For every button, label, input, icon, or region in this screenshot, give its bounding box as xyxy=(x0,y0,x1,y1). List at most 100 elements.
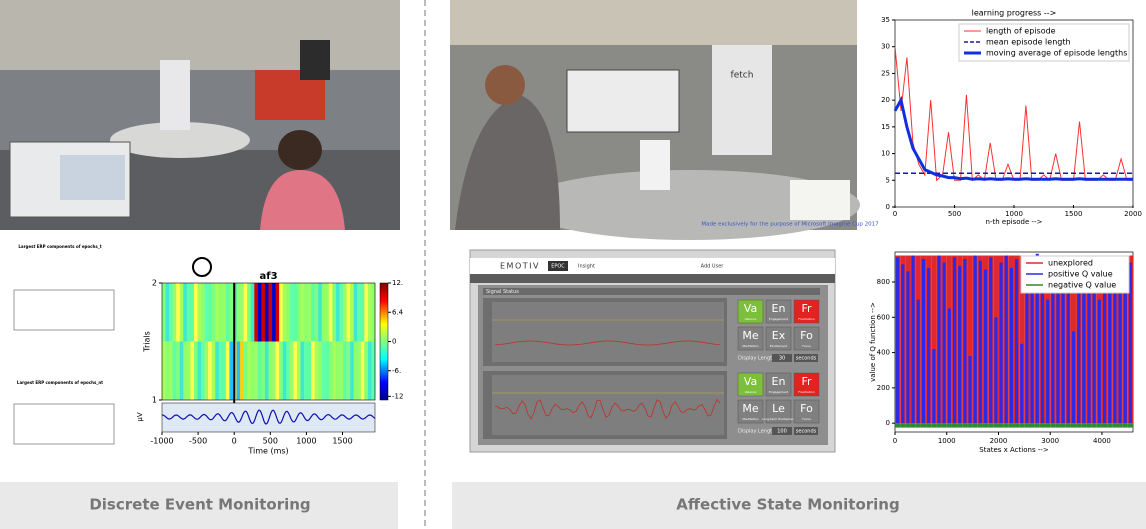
bar xyxy=(905,423,911,428)
x-tick-label: -500 xyxy=(189,437,207,446)
x-tick-label: 2000 xyxy=(990,437,1008,445)
bar xyxy=(1014,423,1020,428)
heatmap-cell xyxy=(350,341,354,400)
bar xyxy=(1086,423,1092,428)
metric-name: Focus xyxy=(802,344,811,348)
metric-tile xyxy=(793,326,820,351)
display-label: Display Length xyxy=(738,429,775,435)
heatmap-cell xyxy=(186,341,191,400)
heatmap-cell xyxy=(307,283,312,342)
bar xyxy=(978,260,982,424)
bar xyxy=(1008,423,1014,428)
x-tick-label: 3000 xyxy=(1041,437,1059,445)
heatmap-cell xyxy=(211,341,216,400)
bar xyxy=(977,423,983,428)
heatmap-cell xyxy=(339,283,344,342)
heatmap-cell xyxy=(193,283,198,342)
heatmap-cell xyxy=(197,283,202,342)
colorbar xyxy=(379,282,389,401)
heatmap-cell xyxy=(307,341,312,400)
bar xyxy=(1035,253,1039,424)
heatmap-cell xyxy=(176,283,181,342)
bar xyxy=(932,349,936,424)
heatmap-cell xyxy=(325,283,330,342)
display-unit: seconds xyxy=(796,429,817,435)
bar xyxy=(957,423,963,428)
table xyxy=(110,122,250,158)
heatmap-cell xyxy=(257,341,262,400)
heatmap-cell xyxy=(179,283,184,342)
x-tick-label: 1000 xyxy=(1005,210,1023,218)
bar xyxy=(1117,423,1123,428)
y-tick-label: 400 xyxy=(877,349,890,357)
metric-name: Frustration xyxy=(798,390,814,394)
bar xyxy=(901,264,905,424)
x-axis-label: Time (ms) xyxy=(247,447,288,456)
metric-tile xyxy=(793,399,820,424)
heatmap-cell xyxy=(335,283,340,342)
trace xyxy=(494,340,721,346)
legend-box xyxy=(958,23,1130,62)
bar xyxy=(1071,331,1076,424)
erp-plot xyxy=(13,289,115,331)
bar xyxy=(958,266,962,424)
paper xyxy=(790,180,850,220)
caption-box xyxy=(0,482,398,529)
colorbar-tick-label: -12 xyxy=(392,392,403,400)
bar xyxy=(1076,423,1082,428)
bar xyxy=(1107,423,1113,428)
heatmap-cell xyxy=(272,283,276,342)
erp-panels: Largest ERP components of epochs_t Large… xyxy=(13,244,115,445)
heatmap-cell xyxy=(300,283,305,342)
y-tick-label: 200 xyxy=(877,384,890,392)
heatmap-cell xyxy=(360,341,365,400)
bar xyxy=(1061,257,1065,424)
bar xyxy=(1055,423,1061,428)
trace xyxy=(494,398,721,420)
heatmap-cell xyxy=(215,341,220,400)
heatmap-cell xyxy=(201,341,205,400)
bar xyxy=(963,259,967,424)
x-tick-label: 0 xyxy=(893,210,897,218)
bar xyxy=(910,423,916,428)
display-box xyxy=(772,354,792,362)
watermark: Made exclusively for the purpose of Micr… xyxy=(701,222,879,228)
y-tick-label: 15 xyxy=(881,123,890,131)
bar xyxy=(1025,257,1029,424)
heatmap-cell xyxy=(311,283,315,342)
heatmap-cell xyxy=(169,341,173,400)
heatmap-cell xyxy=(183,341,188,400)
heatmap-cell xyxy=(321,341,326,400)
bar xyxy=(1122,423,1128,428)
y2-axis-label: μV xyxy=(136,412,144,421)
headset: EPOC xyxy=(551,264,565,270)
robot-arm xyxy=(640,140,670,190)
y-tick-label: 35 xyxy=(881,16,890,24)
app-name: Insight xyxy=(578,264,595,270)
bar xyxy=(1070,423,1077,428)
x-tick-label: 1000 xyxy=(296,437,316,446)
y-tick-label: 0 xyxy=(886,203,890,211)
bar xyxy=(1060,423,1066,428)
bar xyxy=(989,257,993,424)
heatmap-cell xyxy=(240,341,244,400)
bar xyxy=(1065,423,1071,428)
x-tick-label: 500 xyxy=(263,437,278,446)
heatmap-cell xyxy=(193,341,198,400)
heatmap-cell xyxy=(371,283,376,342)
heatmap-cell xyxy=(190,283,195,342)
bar xyxy=(988,423,994,428)
heatmap-cell xyxy=(279,341,283,400)
heatmap-cell xyxy=(339,341,344,400)
heatmap-cell xyxy=(371,341,376,400)
y-tick-label: 600 xyxy=(877,313,890,321)
bar xyxy=(1118,267,1122,424)
heatmap-cell xyxy=(218,283,223,342)
heatmap-cell xyxy=(261,341,266,400)
erp-title: Largest ERP components of epochs_nt xyxy=(17,380,103,385)
bar xyxy=(967,255,973,424)
person-head xyxy=(278,130,322,170)
colorbar-tick-label: 6.4 xyxy=(392,308,404,316)
